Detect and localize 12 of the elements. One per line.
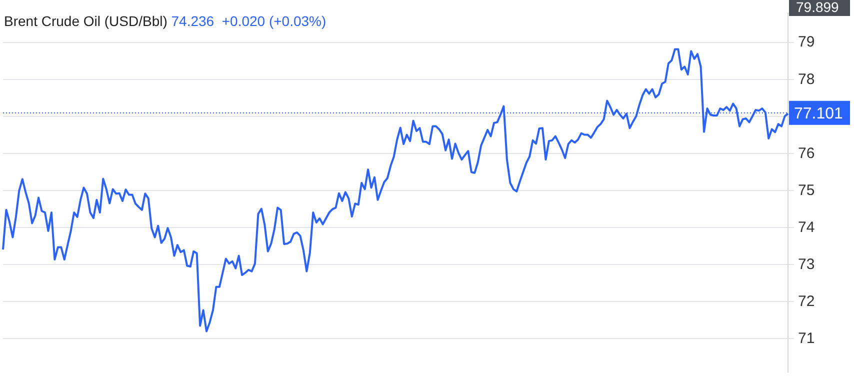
- y-tick-label: 78: [798, 70, 815, 88]
- chart-title: Brent Crude Oil (USD/Bbl): [4, 12, 168, 29]
- y-tick-label: 71: [798, 330, 815, 347]
- text: 79.899: [796, 0, 840, 15]
- y-tick-label: 72: [798, 292, 815, 310]
- y-tick-label: 76: [798, 144, 815, 162]
- ref-line-label: 77.101: [794, 105, 844, 122]
- y-tick-label: 75: [798, 182, 815, 199]
- y-tick-label: 79: [798, 34, 815, 51]
- y-tick-label: 73: [798, 256, 815, 273]
- y-tick-label: 74: [798, 218, 815, 236]
- chart-subtitle: 74.236 +0.020 (+0.03%): [167, 12, 326, 29]
